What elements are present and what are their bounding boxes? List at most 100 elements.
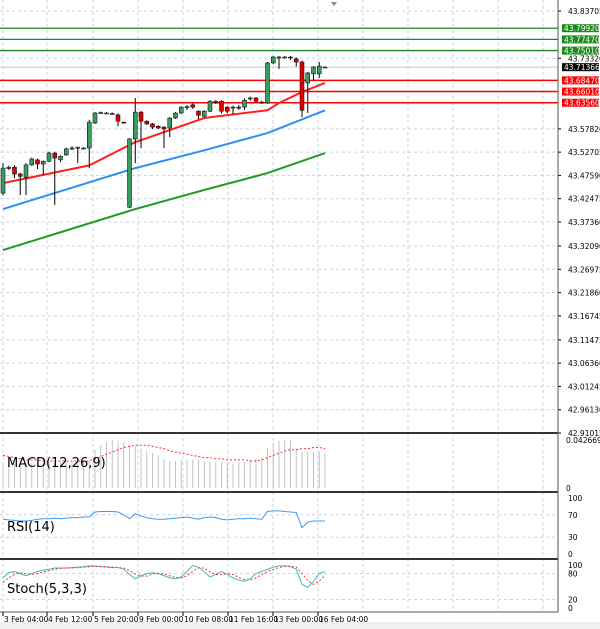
time-tick-label: 9 Feb 00:00 — [139, 615, 184, 624]
support-label-bg — [562, 76, 599, 85]
candle-bull — [46, 152, 52, 162]
time-tick-label: 13 Feb 00:00 — [274, 615, 323, 624]
candle-bear — [219, 100, 224, 112]
candle-bear — [294, 58, 299, 63]
candle-bull — [311, 66, 316, 75]
price-tick-label: 43.73320 — [568, 54, 600, 63]
candle-bull — [230, 106, 236, 109]
candle-bull — [92, 112, 98, 124]
candle-bear — [161, 126, 167, 130]
candle-bull — [41, 161, 46, 165]
time-tick-label: 5 Feb 20:00 — [94, 615, 139, 624]
candle-bull — [127, 138, 132, 208]
current-price-label-bg — [562, 63, 599, 72]
candle-bull — [87, 121, 92, 149]
stoch-axis-label: 80 — [568, 570, 578, 579]
candle-bear — [299, 61, 305, 111]
resistance-label: 43.79920 — [564, 24, 600, 33]
candle-bear — [156, 125, 161, 129]
price-tick-label: 43.16745 — [568, 312, 600, 321]
resistance-label: 43.77470 — [564, 35, 600, 44]
candle-bull — [317, 65, 322, 75]
price-tick-label: 43.26975 — [568, 265, 600, 274]
price-tick-label: 43.37360 — [568, 218, 600, 227]
resistance-label-bg — [562, 35, 599, 44]
time-tick-label: 11 Feb 16:00 — [229, 615, 278, 624]
stoch-signal-line — [2, 565, 326, 585]
candle-bear — [12, 166, 17, 175]
candle-bear — [144, 120, 149, 125]
time-tick-label: 3 Feb 04:00 — [4, 615, 49, 624]
candle-bear — [196, 110, 201, 116]
stoch-axis-label: 0 — [568, 604, 573, 613]
candle-bear — [110, 113, 115, 115]
moving-average-line — [2, 82, 326, 185]
stoch-label: Stoch(5,3,3) — [7, 582, 87, 597]
candle-bear — [259, 101, 264, 104]
candle-bull — [276, 56, 282, 59]
candle-bull — [184, 106, 190, 108]
candle-bull — [305, 72, 310, 84]
support-label: 43.68470 — [564, 76, 600, 85]
price-tick-label: 43.06360 — [568, 359, 600, 368]
candle-bear — [138, 111, 144, 122]
panel-separator — [0, 558, 558, 560]
candle-bull — [81, 147, 86, 150]
candle-bear — [115, 114, 121, 122]
resistance-label: 43.75010 — [564, 47, 600, 56]
current-price-label: 43.71366 — [564, 63, 600, 72]
support-label: 43.66010 — [564, 88, 600, 97]
panel-separator — [0, 491, 558, 493]
rsi-line — [2, 510, 325, 529]
price-tick-label: 43.52705 — [568, 148, 600, 157]
price-tick-label: 43.21860 — [568, 289, 600, 298]
candle-bear — [121, 121, 126, 124]
candle-bull — [104, 112, 109, 115]
rsi-axis-label: 0 — [568, 550, 573, 559]
panel-separator — [0, 432, 558, 434]
price-tick-label: 43.47590 — [568, 171, 600, 180]
rsi-axis-label: 70 — [568, 511, 578, 520]
candle-bull — [207, 100, 213, 112]
candle-bull — [179, 106, 184, 114]
rsi-axis-label: 100 — [568, 494, 583, 503]
rsi-axis-label: 30 — [568, 533, 578, 542]
candle-bear — [150, 123, 155, 128]
rsi-label: RSI(14) — [7, 520, 55, 535]
candle-bull — [242, 100, 247, 108]
candle-bear — [190, 104, 195, 108]
moving-average-line — [2, 109, 326, 211]
candle-bull — [133, 111, 138, 140]
price-tick-label: 42.91015 — [568, 429, 600, 438]
macd-signal-line — [2, 444, 326, 462]
resistance-label-bg — [562, 46, 599, 55]
resistance-label-bg — [562, 24, 599, 33]
candle-bull — [248, 97, 253, 100]
status-strip — [0, 622, 600, 629]
macd-axis-label: 0 — [566, 484, 571, 493]
candle-bull — [58, 156, 63, 161]
price-tick-label: 43.57820 — [568, 125, 600, 134]
candle-bear — [288, 56, 293, 59]
support-label-bg — [562, 98, 599, 107]
candle-bull — [282, 56, 287, 59]
candle-bull — [167, 117, 172, 129]
stoch-axis-label: 20 — [568, 595, 578, 604]
candle-bull — [202, 110, 207, 117]
candle-bear — [236, 106, 241, 109]
candle-bull — [271, 56, 276, 64]
candle-bear — [253, 97, 259, 102]
price-tick-label: 43.11475 — [568, 336, 600, 345]
candle-bull — [75, 146, 80, 149]
time-tick-label: 10 Feb 08:00 — [184, 615, 233, 624]
candle-bull — [98, 112, 103, 114]
candle-bull — [322, 66, 328, 69]
candle-bull — [6, 166, 11, 169]
macd-label: MACD(12,26,9) — [7, 456, 106, 471]
candle-bull — [29, 158, 34, 166]
time-tick-label: 4 Feb 12:00 — [48, 615, 93, 624]
candle-bear — [52, 152, 57, 159]
price-tick-label: 43.83705 — [568, 7, 600, 16]
time-tick-label: 16 Feb 04:00 — [319, 615, 368, 624]
